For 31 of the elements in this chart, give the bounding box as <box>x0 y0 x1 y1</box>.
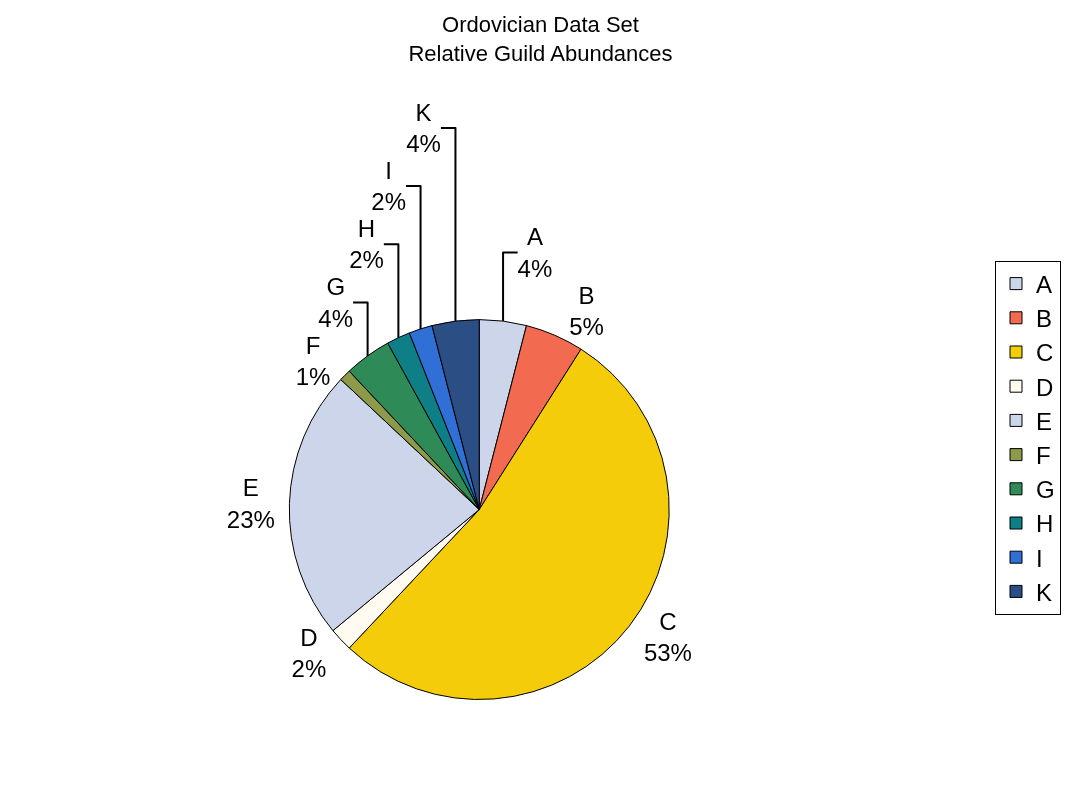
data-label: 53% <box>643 639 692 666</box>
data-label: 23% <box>226 505 275 533</box>
legend-label: D <box>1036 373 1054 401</box>
slice-label: G <box>326 273 346 301</box>
data-label: 4% <box>406 129 441 157</box>
data-label: 2% <box>349 246 384 274</box>
chart-title: Ordovician Data Set Relative Guild Abundances <box>408 12 673 66</box>
legend-label: I <box>1036 544 1043 572</box>
legend-label: A <box>1036 270 1053 298</box>
slice-label: K <box>415 98 432 126</box>
slice-label: D <box>300 624 318 652</box>
slice-label: E <box>242 474 259 502</box>
legend-label: K <box>1036 578 1053 606</box>
slice-label: H <box>357 215 376 243</box>
legend-label: G <box>1036 476 1055 504</box>
data-label: 4% <box>517 254 553 282</box>
data-label: 2% <box>291 655 327 683</box>
data-label: 5% <box>569 312 604 340</box>
slice-label: B <box>578 281 595 309</box>
data-label: 4% <box>318 304 354 332</box>
data-label: 2% <box>371 188 407 216</box>
data-label: 1% <box>295 362 331 390</box>
legend-label: H <box>1036 510 1054 538</box>
slice-label: C <box>659 607 677 635</box>
legend-label: E <box>1036 407 1053 435</box>
legend-label: C <box>1036 339 1054 367</box>
legend-label: B <box>1036 305 1053 333</box>
slice-label: A <box>526 223 543 251</box>
legend-label: F <box>1036 441 1051 469</box>
slice-label: I <box>385 156 392 184</box>
slice-label: F <box>305 331 321 359</box>
